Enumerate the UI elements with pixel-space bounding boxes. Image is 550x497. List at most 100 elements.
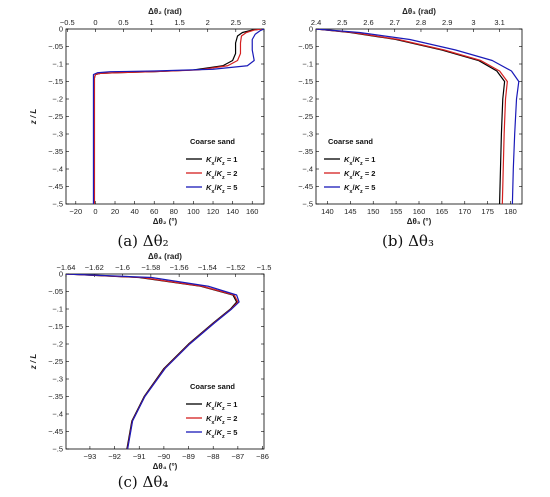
legend-label-3: Kx/Kz = 5 <box>206 428 237 440</box>
legend-label-part: = 2 <box>225 169 238 178</box>
x2-axis-title: Δθ₃ (rad) <box>402 7 436 16</box>
y-tick-label: −.5 <box>52 200 63 209</box>
x2-tick-label: −1.64 <box>57 263 76 272</box>
legend-label-part: x <box>211 420 215 426</box>
legend-label-part: z <box>360 175 363 181</box>
x-tick-label: 40 <box>130 207 138 216</box>
x-tick-label: 175 <box>481 207 494 216</box>
y-tick-label: −.45 <box>48 427 63 436</box>
x2-tick-label: 1 <box>149 18 153 27</box>
x2-tick-label: 2.9 <box>442 18 452 27</box>
y-axis-title: z / L <box>29 354 38 371</box>
legend-label-part: z <box>222 406 225 412</box>
x-tick-label: 80 <box>170 207 178 216</box>
x-tick-label: −92 <box>108 452 121 461</box>
y-tick-label: 0 <box>59 25 63 34</box>
legend-label-part: / <box>352 183 355 192</box>
x2-tick-label: −1.54 <box>198 263 217 272</box>
x2-axis-title: Δθ₄ (rad) <box>148 252 182 261</box>
y-tick-label: −.5 <box>302 200 313 209</box>
y-tick-label: −.2 <box>52 340 63 349</box>
legend-label-part: K <box>217 414 223 423</box>
chart-panel-1: 0 −.05 −.1 −.15 −.2 −.25 −.3 −.35 −.4 −.45 −.5 −20 0… <box>29 7 266 226</box>
legend-label-part: z <box>222 175 225 181</box>
x-tick-label: 20 <box>111 207 119 216</box>
legend-label-part: K <box>217 400 223 409</box>
legend-label-part: K <box>206 400 212 409</box>
legend-label-part: = 5 <box>225 183 238 192</box>
chart-panel-3: 0 −.05 −.1 −.15 −.2 −.25 −.3 −.35 −.4 −.45 −.5 −93 −… <box>29 252 271 471</box>
legend-label-2: Kx/Kz = 2 <box>344 169 375 181</box>
legend-label-part: K <box>355 169 361 178</box>
x2-tick-label: 0 <box>93 18 97 27</box>
y-tick-label: −.25 <box>48 112 63 121</box>
x2-tick-label: 2.5 <box>231 18 241 27</box>
x-tick-label: −90 <box>158 452 171 461</box>
x-tick-label: 100 <box>187 207 200 216</box>
y-tick-label: −.3 <box>52 130 63 139</box>
legend-label-part: = 1 <box>225 400 238 409</box>
legend-label-part: / <box>214 428 217 437</box>
x-tick-label: 165 <box>436 207 449 216</box>
y-axis-title: z / L <box>29 109 38 126</box>
x2-tick-label: −1.56 <box>170 263 189 272</box>
figure-caption-1: (a) Δθ₂ <box>117 232 168 250</box>
y-tick-label: −.25 <box>48 357 63 366</box>
y-tick-label: −.15 <box>298 77 313 86</box>
legend-label-part: = 5 <box>225 428 238 437</box>
x2-tick-label: −1.58 <box>141 263 160 272</box>
y-tick-label: −.3 <box>52 375 63 384</box>
legend-label-part: K <box>206 169 212 178</box>
legend-label-part: z <box>222 420 225 426</box>
legend-label-2: Kx/Kz = 2 <box>206 414 237 426</box>
x-tick-label: 160 <box>246 207 259 216</box>
legend-label-part: z <box>360 189 363 195</box>
y-tick-label: −.2 <box>302 95 313 104</box>
y-tick-label: 0 <box>309 25 313 34</box>
y-tick-label: −.05 <box>48 42 63 51</box>
x-tick-label: 170 <box>459 207 472 216</box>
legend-label-part: / <box>214 400 217 409</box>
legend-title: Coarse sand <box>190 137 235 146</box>
legend-label-part: / <box>214 414 217 423</box>
x-tick-label: 150 <box>367 207 380 216</box>
x-tick-label: 140 <box>226 207 239 216</box>
y-tick-label: −.25 <box>298 112 313 121</box>
x2-tick-label: 3.1 <box>494 18 504 27</box>
y-tick-label: −.4 <box>52 165 63 174</box>
legend-label-part: z <box>222 161 225 167</box>
legend-label-part: K <box>217 169 223 178</box>
legend-label-part: / <box>214 155 217 164</box>
legend-label-part: z <box>360 161 363 167</box>
legend-label-part: x <box>211 406 215 412</box>
legend-label-part: = 1 <box>363 155 376 164</box>
legend-label-part: z <box>222 189 225 195</box>
legend-label-part: = 5 <box>363 183 376 192</box>
x-tick-label: −91 <box>133 452 146 461</box>
legend-label-part: K <box>344 169 350 178</box>
legend-label-part: K <box>217 183 223 192</box>
x-axis-title: Δθ₂ (°) <box>153 217 178 226</box>
x2-tick-label: 2.7 <box>390 18 400 27</box>
y-tick-label: −.4 <box>302 165 313 174</box>
y-tick-label: −.45 <box>48 182 63 191</box>
x2-tick-label: 2.5 <box>337 18 347 27</box>
y-tick-label: −.1 <box>52 305 63 314</box>
y-tick-label: 0 <box>59 270 63 279</box>
legend-label-part: x <box>211 175 215 181</box>
x-tick-label: −20 <box>69 207 82 216</box>
x2-tick-label: 2.4 <box>311 18 321 27</box>
y-tick-label: −.3 <box>302 130 313 139</box>
legend-label-part: / <box>214 183 217 192</box>
series-line-3 <box>316 29 520 204</box>
x2-tick-label: 1.5 <box>174 18 184 27</box>
x-tick-label: 160 <box>413 207 426 216</box>
chart-panel-2: 0 −.05 −.1 −.15 −.2 −.25 −.3 −.35 −.4 −.45 −.5 140 1… <box>298 7 523 226</box>
x-axis-title: Δθ₃ (°) <box>407 217 432 226</box>
legend-label-part: K <box>355 183 361 192</box>
legend-label-1: Kx/Kz = 1 <box>344 155 375 167</box>
y-tick-label: −.15 <box>48 77 63 86</box>
legend-title: Coarse sand <box>190 382 235 391</box>
x2-tick-label: −0.5 <box>60 18 75 27</box>
legend-label-part: x <box>349 161 353 167</box>
